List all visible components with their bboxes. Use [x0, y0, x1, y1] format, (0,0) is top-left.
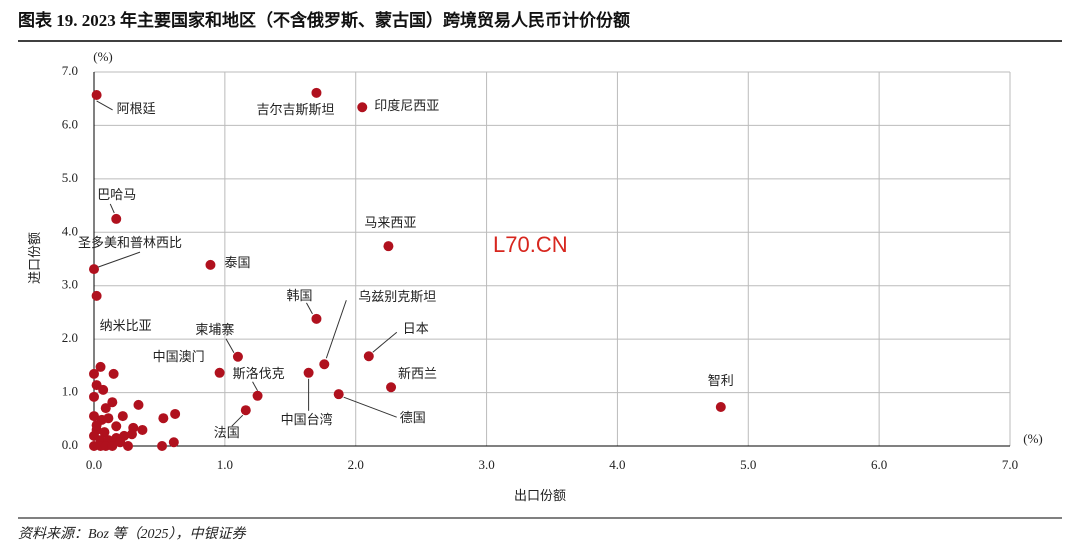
leader-line: [109, 203, 115, 214]
point: [108, 368, 119, 379]
point: [386, 382, 397, 393]
point-label: 圣多美和普林西比: [78, 235, 182, 250]
point-label: 柬埔寨: [195, 322, 234, 337]
point: [133, 399, 144, 410]
y-axis-title: 进口份额: [27, 232, 42, 284]
point-label: 马来西亚: [364, 215, 416, 230]
point: [168, 437, 179, 448]
leader-line: [372, 331, 398, 353]
point: [99, 427, 110, 438]
point-label: 乌兹别克斯坦: [358, 289, 436, 304]
x-tick-label: 2.0: [348, 457, 364, 472]
point: [214, 367, 225, 378]
point-label: 吉尔吉斯斯坦: [256, 102, 334, 117]
point: [383, 241, 394, 252]
point: [98, 384, 109, 395]
y-tick-label: 1.0: [62, 384, 78, 399]
point: [715, 401, 726, 412]
point: [303, 367, 314, 378]
watermark: L70.CN: [493, 232, 568, 257]
point: [357, 102, 368, 113]
point-label: 智利: [708, 373, 734, 388]
point: [103, 413, 114, 424]
point-label: 日本: [403, 321, 429, 336]
x-tick-label: 5.0: [740, 457, 756, 472]
point: [333, 389, 344, 400]
point: [111, 213, 122, 224]
point-label: 韩国: [286, 288, 312, 303]
y-tick-label: 7.0: [62, 63, 78, 78]
source: 资料来源：Boz 等（2025），中银证券: [18, 526, 246, 542]
point: [232, 351, 243, 362]
x-tick-label: 1.0: [217, 457, 233, 472]
leader-line: [252, 381, 259, 392]
point: [89, 411, 99, 422]
point: [363, 351, 374, 362]
point: [107, 441, 118, 451]
leader-line: [325, 300, 347, 359]
x-unit: (%): [1023, 431, 1043, 446]
point: [311, 87, 322, 98]
x-tick-label: 6.0: [871, 457, 887, 472]
point: [240, 405, 251, 416]
y-tick-label: 2.0: [62, 330, 78, 345]
point: [311, 313, 322, 324]
point-label: 德国: [400, 410, 426, 425]
y-tick-label: 3.0: [62, 277, 78, 292]
point-label: 新西兰: [398, 366, 437, 381]
leader-line: [231, 414, 244, 427]
point-label: 法国: [214, 425, 240, 440]
point: [115, 437, 126, 448]
y-tick-label: 6.0: [62, 116, 78, 131]
point: [91, 89, 102, 100]
point: [205, 259, 216, 270]
leader-line: [306, 302, 313, 315]
x-tick-label: 0.0: [86, 457, 102, 472]
point: [158, 413, 169, 424]
point-label: 斯洛伐克: [233, 366, 285, 381]
point-label: 印度尼西亚: [374, 98, 439, 113]
point-label: 纳米比亚: [100, 318, 152, 333]
leader-line: [343, 396, 397, 418]
point: [137, 424, 148, 435]
leader-line: [225, 338, 235, 354]
point-label: 巴哈马: [97, 187, 136, 202]
point: [126, 429, 137, 440]
leader-line: [96, 100, 113, 111]
y-tick-label: 4.0: [62, 223, 78, 238]
point: [111, 421, 122, 432]
y-unit: (%): [93, 49, 113, 64]
point: [117, 411, 128, 422]
x-tick-label: 3.0: [478, 457, 494, 472]
point: [89, 264, 99, 275]
point: [89, 368, 99, 379]
point: [252, 390, 263, 401]
point: [319, 359, 330, 370]
chart-title: 图表 19. 2023 年主要国家和地区（不含俄罗斯、蒙古国）跨境贸易人民币计价…: [18, 10, 630, 30]
point: [91, 290, 102, 301]
point: [107, 397, 118, 408]
x-tick-label: 4.0: [609, 457, 625, 472]
x-tick-label: 7.0: [1002, 457, 1018, 472]
point-label: 阿根廷: [117, 101, 156, 116]
point: [91, 420, 102, 431]
point-label: 中国台湾: [281, 412, 333, 427]
point: [123, 441, 134, 451]
point-label: 中国澳门: [153, 349, 205, 364]
point-label: 泰国: [224, 255, 250, 270]
y-tick-label: 5.0: [62, 170, 78, 185]
point: [100, 403, 111, 414]
point: [95, 361, 106, 372]
point: [170, 408, 181, 419]
point: [89, 391, 99, 402]
point: [157, 441, 168, 451]
x-axis-title: 出口份额: [514, 488, 566, 503]
leader-line: [97, 251, 141, 268]
y-tick-label: 0.0: [62, 437, 78, 452]
